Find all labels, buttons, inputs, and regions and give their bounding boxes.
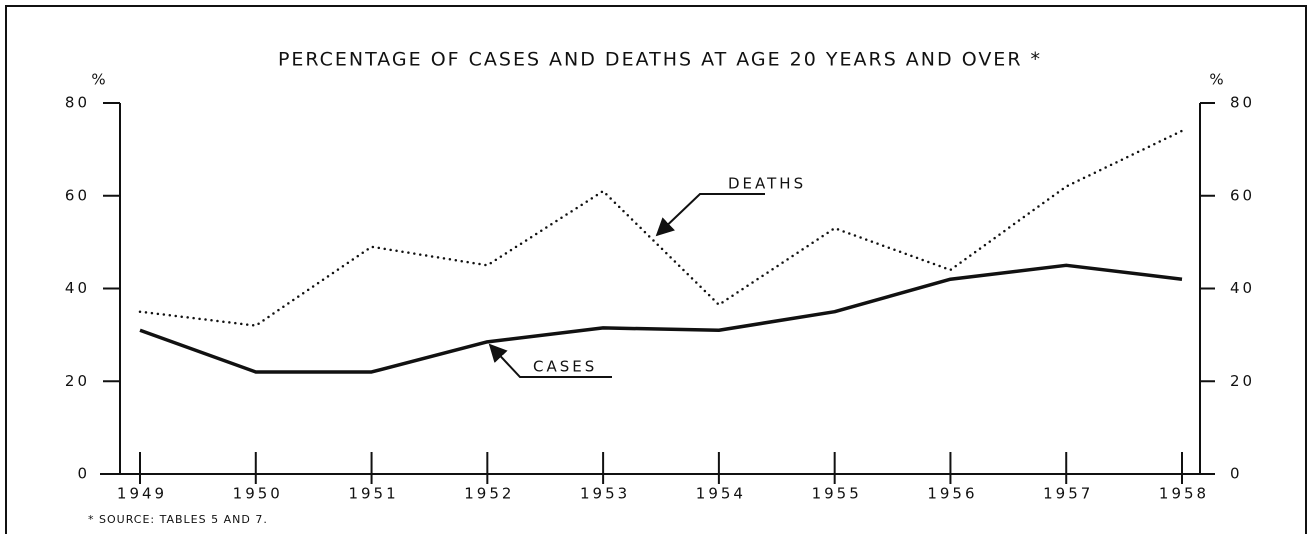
- footnote: * SOURCE: TABLES 5 AND 7.: [88, 513, 268, 526]
- series-annotation: CASES: [533, 358, 597, 376]
- y-tick-label: 80: [65, 94, 90, 112]
- x-tick-label: 1954: [696, 485, 746, 503]
- y-tick-label: 60: [65, 186, 90, 204]
- y-tick-label: 0: [77, 465, 90, 483]
- leader-line: [488, 343, 612, 378]
- x-tick-label: 1955: [812, 485, 862, 503]
- x-tick-label: 1953: [580, 485, 630, 503]
- x-tick-label: 1950: [233, 485, 283, 503]
- y2-axis-label: %: [1209, 71, 1226, 89]
- y2-tick-label: 0: [1230, 465, 1243, 483]
- series-line: [139, 263, 1183, 374]
- chart-title: PERCENTAGE OF CASES AND DEATHS AT AGE 20…: [278, 49, 1042, 71]
- y-axis-label: %: [91, 71, 108, 89]
- series-line: [138, 129, 1184, 327]
- y-tick-label: 40: [65, 279, 90, 297]
- y-tick-label: 20: [65, 372, 90, 390]
- y2-tick-label: 20: [1230, 372, 1255, 390]
- series-annotation: DEATHS: [728, 175, 806, 193]
- x-tick-label: 1956: [927, 485, 977, 503]
- x-tick-label: 1957: [1043, 485, 1093, 503]
- y2-tick-label: 80: [1230, 94, 1255, 112]
- x-tick-label: 1958: [1159, 485, 1209, 503]
- x-tick-label: 1949: [117, 485, 167, 503]
- frame: [5, 5, 1307, 534]
- y2-tick-label: 40: [1230, 279, 1255, 297]
- x-tick-label: 1952: [464, 485, 514, 503]
- x-tick-label: 1951: [348, 485, 398, 503]
- y2-tick-label: 60: [1230, 186, 1255, 204]
- leader-line: [655, 193, 765, 237]
